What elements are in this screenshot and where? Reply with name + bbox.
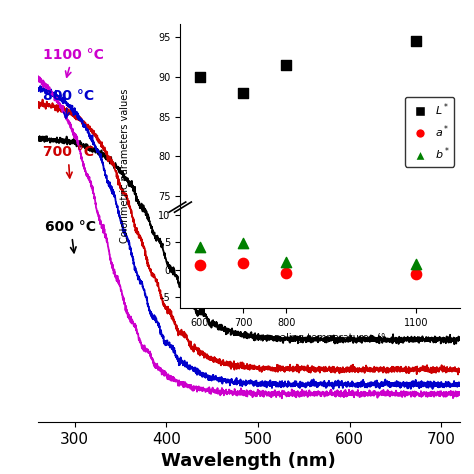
Point [283, 258, 290, 265]
Legend: $L^*$, $a^*$, $b^*$: $L^*$, $a^*$, $b^*$ [405, 97, 454, 167]
Point [413, 37, 420, 45]
Point [413, 261, 420, 268]
Point [413, 270, 420, 278]
Point [196, 243, 203, 251]
Text: 700 °C: 700 °C [43, 146, 93, 178]
Y-axis label: Colorimetric parameters values: Colorimetric parameters values [120, 89, 130, 243]
Text: 800 °C: 800 °C [43, 89, 94, 118]
Point [196, 73, 203, 81]
Point [283, 61, 290, 69]
Point [239, 239, 247, 247]
Point [239, 259, 247, 267]
Point [283, 269, 290, 276]
X-axis label: Wavelength (nm): Wavelength (nm) [162, 452, 336, 470]
Text: 600 °C: 600 °C [45, 220, 96, 253]
Point [196, 262, 203, 269]
Text: 1100 °C: 1100 °C [43, 48, 103, 77]
X-axis label: Annealing temperatures (°: Annealing temperatures (° [255, 333, 385, 343]
Point [239, 89, 247, 97]
